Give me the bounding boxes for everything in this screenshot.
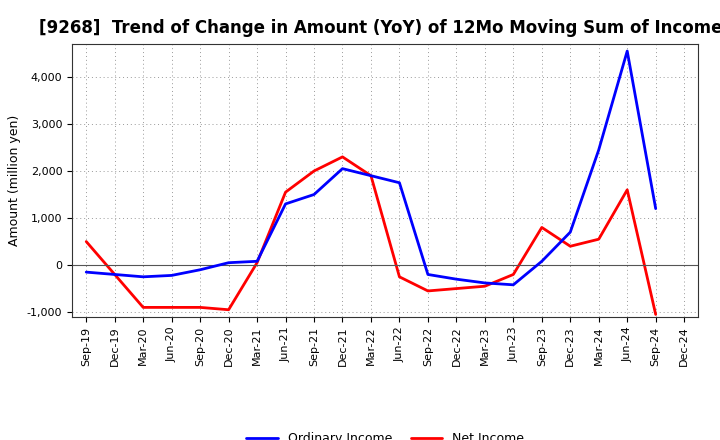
Ordinary Income	[225, 260, 233, 265]
Net Income	[395, 274, 404, 279]
Ordinary Income	[110, 272, 119, 277]
Ordinary Income	[537, 259, 546, 264]
Line: Net Income: Net Income	[86, 157, 656, 315]
Net Income	[82, 239, 91, 244]
Net Income	[282, 190, 290, 195]
Net Income	[480, 284, 489, 289]
Ordinary Income	[139, 274, 148, 279]
Net Income	[139, 305, 148, 310]
Ordinary Income	[566, 230, 575, 235]
Net Income	[509, 272, 518, 277]
Ordinary Income	[395, 180, 404, 185]
Ordinary Income	[480, 280, 489, 286]
Ordinary Income	[82, 269, 91, 275]
Ordinary Income	[623, 48, 631, 54]
Y-axis label: Amount (million yen): Amount (million yen)	[8, 115, 21, 246]
Ordinary Income	[509, 282, 518, 287]
Net Income	[423, 288, 432, 293]
Net Income	[452, 286, 461, 291]
Net Income	[253, 260, 261, 265]
Net Income	[623, 187, 631, 192]
Ordinary Income	[196, 267, 204, 272]
Ordinary Income	[253, 259, 261, 264]
Line: Ordinary Income: Ordinary Income	[86, 51, 656, 285]
Net Income	[310, 169, 318, 174]
Net Income	[366, 173, 375, 178]
Net Income	[537, 225, 546, 230]
Ordinary Income	[366, 173, 375, 178]
Legend: Ordinary Income, Net Income: Ordinary Income, Net Income	[241, 427, 529, 440]
Net Income	[595, 237, 603, 242]
Ordinary Income	[310, 192, 318, 197]
Net Income	[338, 154, 347, 160]
Title: [9268]  Trend of Change in Amount (YoY) of 12Mo Moving Sum of Incomes: [9268] Trend of Change in Amount (YoY) o…	[38, 19, 720, 37]
Ordinary Income	[282, 201, 290, 206]
Net Income	[196, 305, 204, 310]
Ordinary Income	[595, 147, 603, 153]
Ordinary Income	[652, 206, 660, 211]
Ordinary Income	[338, 166, 347, 171]
Ordinary Income	[452, 276, 461, 282]
Ordinary Income	[423, 272, 432, 277]
Net Income	[167, 305, 176, 310]
Net Income	[566, 244, 575, 249]
Net Income	[652, 312, 660, 317]
Net Income	[225, 307, 233, 312]
Ordinary Income	[167, 273, 176, 278]
